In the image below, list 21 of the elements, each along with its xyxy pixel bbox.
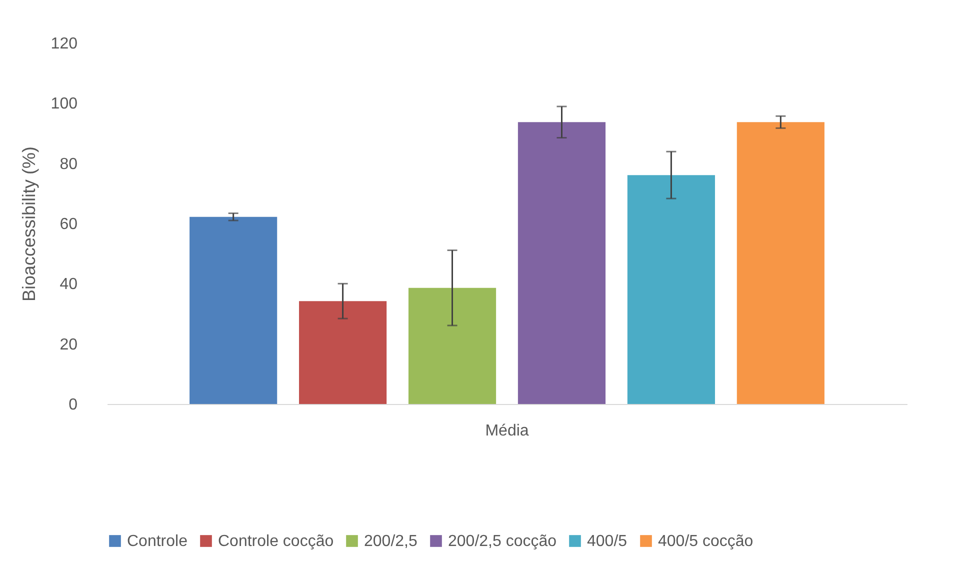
bar [299,301,387,404]
y-tick-label: 20 [60,336,78,354]
y-tick-label: 80 [60,156,78,173]
legend-label: 200/2,5 [364,533,418,550]
bar [627,175,715,404]
y-tick-label: 0 [68,396,78,414]
bar [190,216,278,404]
legend-label: Controle cocção [218,533,334,550]
legend-label: 400/5 cocção [658,533,754,550]
x-tick-label: Média [485,422,529,440]
y-tick-label: 60 [60,216,78,233]
y-tick-label: 40 [60,276,78,294]
y-tick-label: 120 [50,36,78,52]
legend-label: 400/5 [587,533,628,550]
legend-label: 200/2,5 cocção [448,533,557,550]
y-axis-title: Bioaccessibility (%) [18,146,39,302]
bar [408,288,496,404]
y-tick-label: 100 [50,96,78,113]
legend-label: Controle [127,533,188,550]
bar [518,122,606,404]
bar [736,122,824,404]
